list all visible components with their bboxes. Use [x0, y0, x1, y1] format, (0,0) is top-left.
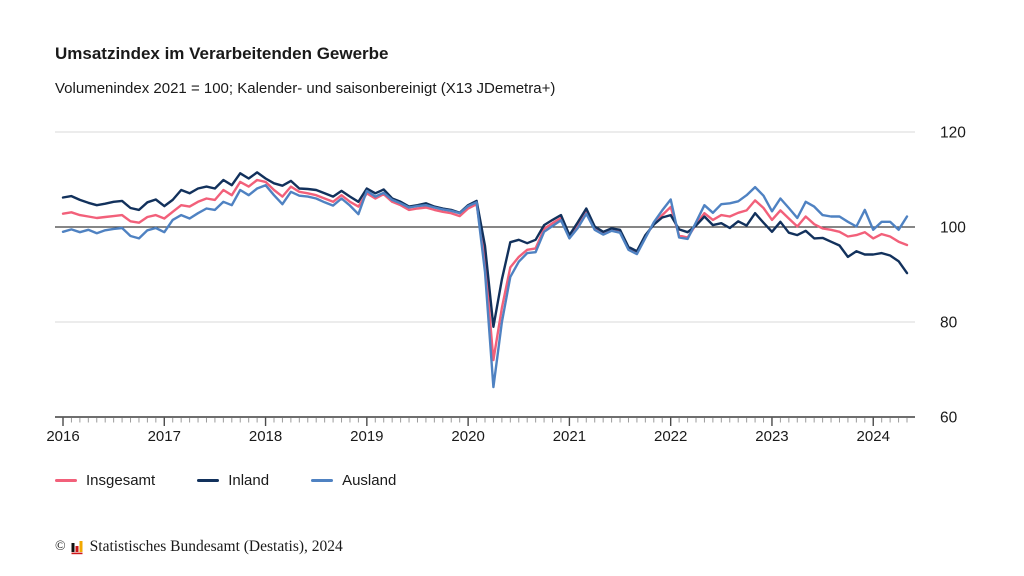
y-axis-label: 100 — [940, 220, 966, 237]
x-axis-label: 2023 — [755, 428, 788, 445]
source-line: © Statistisches Bundesamt (Destatis), 20… — [55, 538, 343, 556]
legend-label: Inland — [228, 472, 270, 489]
legend-label: Insgesamt — [86, 472, 156, 489]
series-line-insgesamt — [61, 178, 909, 362]
legend: Insgesamt Inland Ausland — [55, 472, 396, 489]
x-axis-label: 2019 — [350, 428, 383, 445]
y-axis-label: 120 — [940, 125, 966, 142]
legend-swatch-inland-icon — [197, 478, 220, 483]
y-axis-label: 60 — [940, 410, 958, 427]
series-line-inland — [61, 171, 909, 328]
x-axis-label: 2021 — [553, 428, 586, 445]
series-line-ausland — [61, 183, 909, 389]
x-axis-label: 2024 — [857, 428, 890, 445]
x-axis-label: 2016 — [46, 428, 79, 445]
x-axis-label: 2022 — [654, 428, 687, 445]
legend-item-insgesamt: Insgesamt — [55, 472, 155, 489]
legend-item-ausland: Ausland — [311, 472, 396, 489]
x-axis-label: 2018 — [249, 428, 282, 445]
legend-swatch-ausland-icon — [311, 478, 334, 483]
legend-swatch-insgesamt-icon — [55, 478, 77, 483]
legend-label: Ausland — [342, 472, 397, 489]
chart-subtitle: Volumenindex 2021 = 100; Kalender- und s… — [55, 80, 556, 97]
chart-title: Umsatzindex im Verarbeitenden Gewerbe — [55, 44, 389, 63]
source-text: Statistisches Bundesamt (Destatis), 2024 — [89, 538, 343, 555]
destatis-logo-icon — [71, 541, 83, 555]
y-axis-label: 80 — [940, 315, 958, 332]
x-axis-label: 2017 — [148, 428, 181, 445]
copyright-symbol: © — [55, 539, 66, 554]
legend-item-inland: Inland — [197, 472, 269, 489]
x-axis-label: 2020 — [451, 428, 484, 445]
